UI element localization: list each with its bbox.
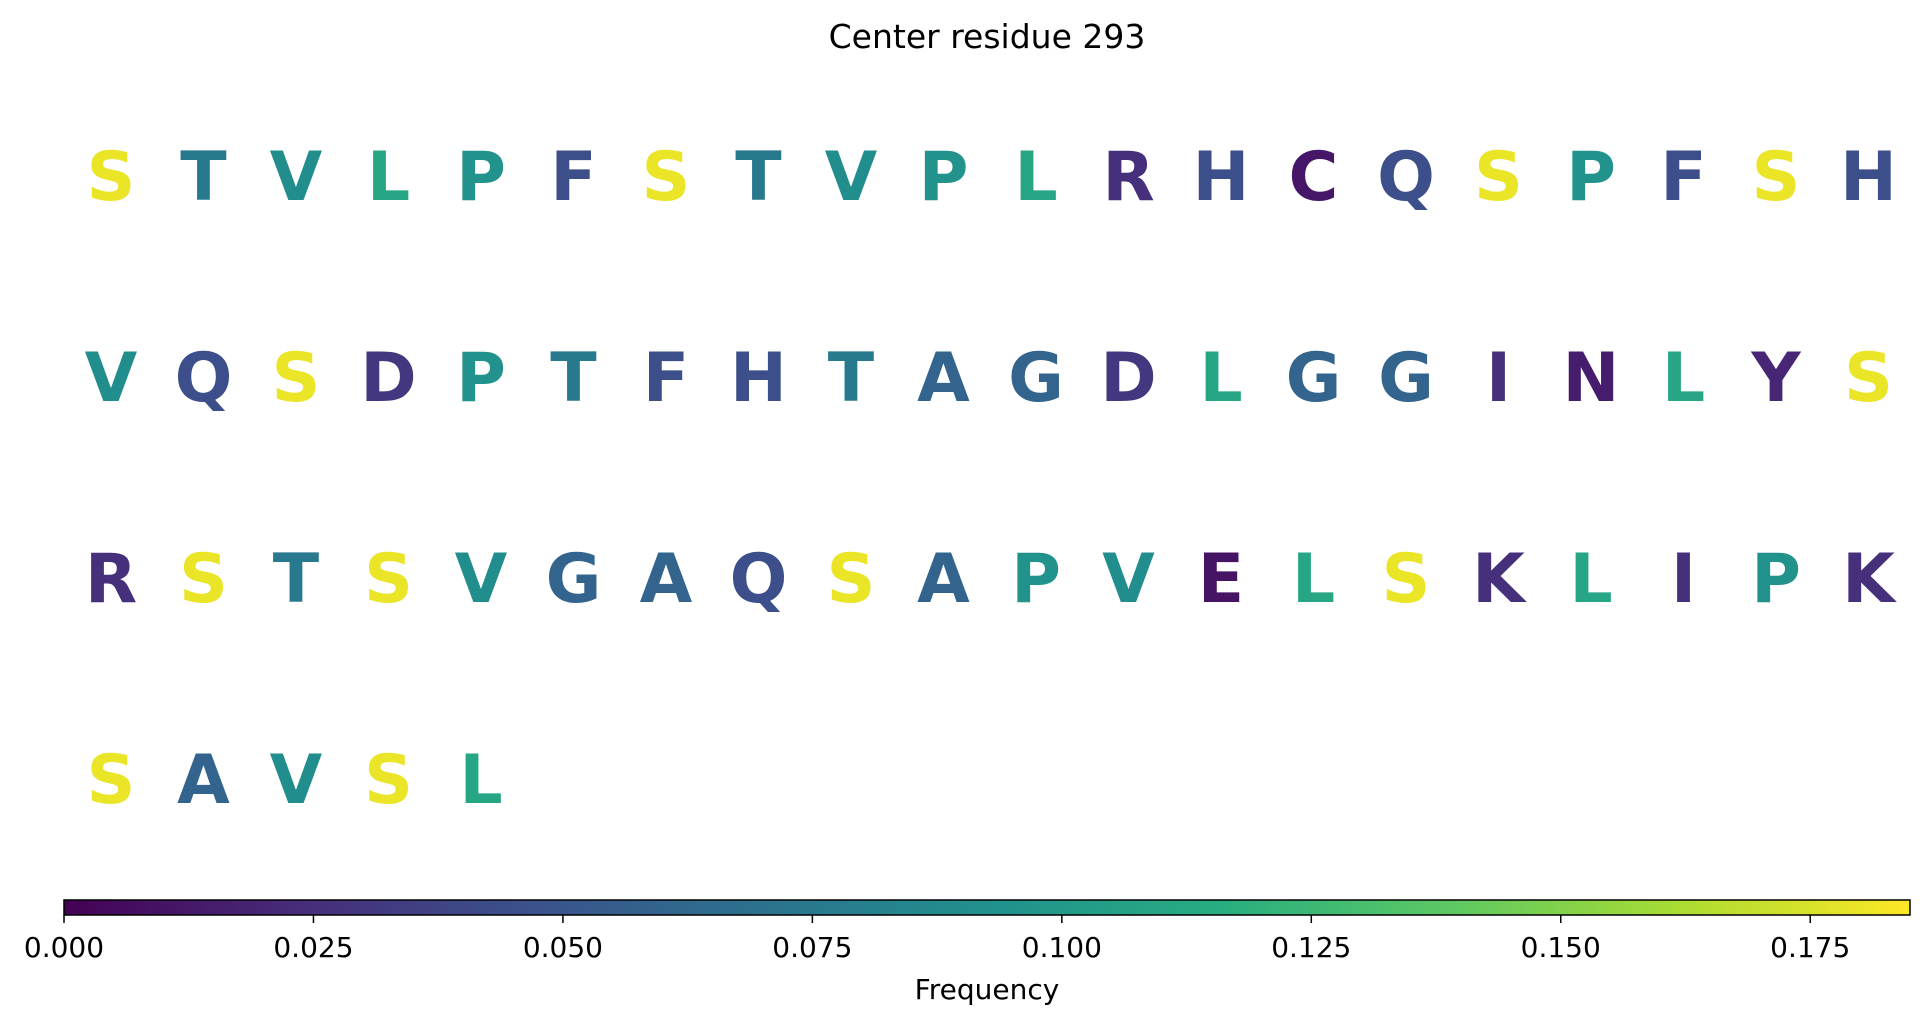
residue-letter: G <box>1378 339 1434 418</box>
residue-letter: S <box>364 741 413 820</box>
residue-letter: L <box>1569 540 1612 619</box>
residue-letter: K <box>1842 540 1897 619</box>
residue-letter: D <box>1100 339 1156 418</box>
residue-letter: P <box>456 339 506 418</box>
residue-letter: T <box>735 138 782 217</box>
residue-letter: Y <box>1750 339 1801 418</box>
residue-letter: K <box>1472 540 1527 619</box>
residue-letter: D <box>360 339 416 418</box>
residue-letter: A <box>640 540 693 619</box>
residue-letter: V <box>455 540 508 619</box>
residue-letter: V <box>270 741 323 820</box>
residue-letter: A <box>177 741 230 820</box>
residue-letter: V <box>825 138 878 217</box>
residue-letter: L <box>1662 339 1705 418</box>
chart-title: Center residue 293 <box>829 17 1146 56</box>
residue-letter: P <box>1751 540 1801 619</box>
residue-letter: H <box>730 339 787 418</box>
residue-letter: P <box>456 138 506 217</box>
colorbar-tick-label: 0.175 <box>1770 931 1850 964</box>
residue-letter: T <box>550 339 597 418</box>
residue-letter: S <box>642 138 691 217</box>
residue-letter: F <box>550 138 596 217</box>
residue-letter: S <box>87 741 136 820</box>
residue-letter: L <box>1199 339 1242 418</box>
colorbar-label: Frequency <box>915 973 1060 1006</box>
colorbar-tick-label: 0.025 <box>273 931 353 964</box>
colorbar-tick-label: 0.150 <box>1521 931 1601 964</box>
colorbar: 0.000 0.025 0.050 0.075 0.100 0.125 0.150 0.175… <box>24 899 1911 1006</box>
residue-letter: E <box>1198 540 1244 619</box>
residue-letter: P <box>1566 138 1616 217</box>
residue-letter: T <box>180 138 227 217</box>
residue-letter: Q <box>1377 138 1435 217</box>
residue-letter: S <box>827 540 876 619</box>
residue-letter: I <box>1671 540 1696 619</box>
colorbar-tick-label: 0.100 <box>1022 931 1102 964</box>
residue-letter: V <box>85 339 138 418</box>
colorbar-tick-label: 0.075 <box>772 931 852 964</box>
letter-grid: S T V L P F S T V P L R H C Q S P F S HV Q S D P T F H T A G D L G G I N L Y S… <box>85 138 1897 820</box>
residue-letter: S <box>1474 138 1523 217</box>
residue-letter: Q <box>730 540 788 619</box>
residue-letter: P <box>1011 540 1061 619</box>
residue-letter: T <box>828 339 875 418</box>
residue-letter: V <box>270 138 323 217</box>
residue-letter: L <box>1014 138 1057 217</box>
residue-letter: V <box>1102 540 1155 619</box>
residue-letter: G <box>1008 339 1064 418</box>
residue-letter: H <box>1840 138 1897 217</box>
residue-letter: N <box>1563 339 1620 418</box>
residue-letter: H <box>1193 138 1250 217</box>
residue-letter: L <box>1292 540 1335 619</box>
residue-letter: S <box>1752 138 1801 217</box>
colorbar-tick-label: 0.125 <box>1271 931 1351 964</box>
residue-letter: T <box>273 540 320 619</box>
residue-letter: S <box>364 540 413 619</box>
colorbar-tick-label: 0.050 <box>523 931 603 964</box>
residue-letter: A <box>917 339 970 418</box>
residue-letter: S <box>1844 339 1893 418</box>
residue-letter: S <box>179 540 228 619</box>
colorbar-tick-label: 0.000 <box>24 931 104 964</box>
residue-letter: R <box>1102 138 1154 217</box>
residue-letter: L <box>459 741 502 820</box>
residue-letter: G <box>546 540 602 619</box>
residue-letter: S <box>272 339 321 418</box>
residue-letter: R <box>85 540 137 619</box>
residue-letter: L <box>367 138 410 217</box>
residue-letter: P <box>919 138 969 217</box>
colorbar-ticks: 0.000 0.025 0.050 0.075 0.100 0.125 0.150 0.175 <box>24 915 1850 964</box>
residue-letter: F <box>1660 138 1706 217</box>
residue-letter: C <box>1289 138 1339 217</box>
residue-letter: S <box>87 138 136 217</box>
residue-letter: S <box>1382 540 1431 619</box>
residue-letter: Q <box>175 339 233 418</box>
residue-letter: I <box>1486 339 1511 418</box>
residue-letter: A <box>917 540 970 619</box>
colorbar-gradient <box>63 899 1911 916</box>
residue-letter: G <box>1286 339 1342 418</box>
residue-letter: F <box>643 339 689 418</box>
